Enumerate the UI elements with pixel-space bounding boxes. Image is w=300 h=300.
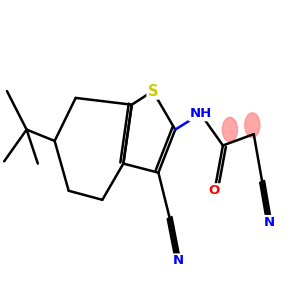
Text: NH: NH: [189, 107, 212, 120]
Text: S: S: [148, 84, 158, 99]
Circle shape: [222, 117, 238, 142]
Text: O: O: [209, 184, 220, 197]
Text: N: N: [264, 216, 275, 229]
Circle shape: [245, 113, 260, 137]
Text: N: N: [172, 254, 184, 268]
